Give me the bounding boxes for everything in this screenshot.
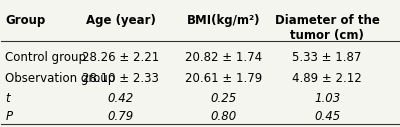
- Text: Age (year): Age (year): [86, 14, 156, 27]
- Text: 1.03: 1.03: [314, 92, 340, 105]
- Text: Observation group: Observation group: [5, 72, 116, 85]
- Text: t: t: [5, 92, 10, 105]
- Text: 20.82 ± 1.74: 20.82 ± 1.74: [185, 51, 262, 64]
- Text: P: P: [5, 110, 12, 123]
- Text: 5.33 ± 1.87: 5.33 ± 1.87: [292, 51, 362, 64]
- Text: Diameter of the
tumor (cm): Diameter of the tumor (cm): [275, 14, 380, 42]
- Text: Control group: Control group: [5, 51, 86, 64]
- Text: 4.89 ± 2.12: 4.89 ± 2.12: [292, 72, 362, 85]
- Text: 20.61 ± 1.79: 20.61 ± 1.79: [185, 72, 262, 85]
- Text: 0.42: 0.42: [108, 92, 134, 105]
- Text: 0.25: 0.25: [211, 92, 237, 105]
- Text: Group: Group: [5, 14, 46, 27]
- Text: 28.26 ± 2.21: 28.26 ± 2.21: [82, 51, 159, 64]
- Text: 0.80: 0.80: [211, 110, 237, 123]
- Text: BMI(kg/m²): BMI(kg/m²): [187, 14, 260, 27]
- Text: 28.10 ± 2.33: 28.10 ± 2.33: [82, 72, 159, 85]
- Text: 0.79: 0.79: [108, 110, 134, 123]
- Text: 0.45: 0.45: [314, 110, 340, 123]
